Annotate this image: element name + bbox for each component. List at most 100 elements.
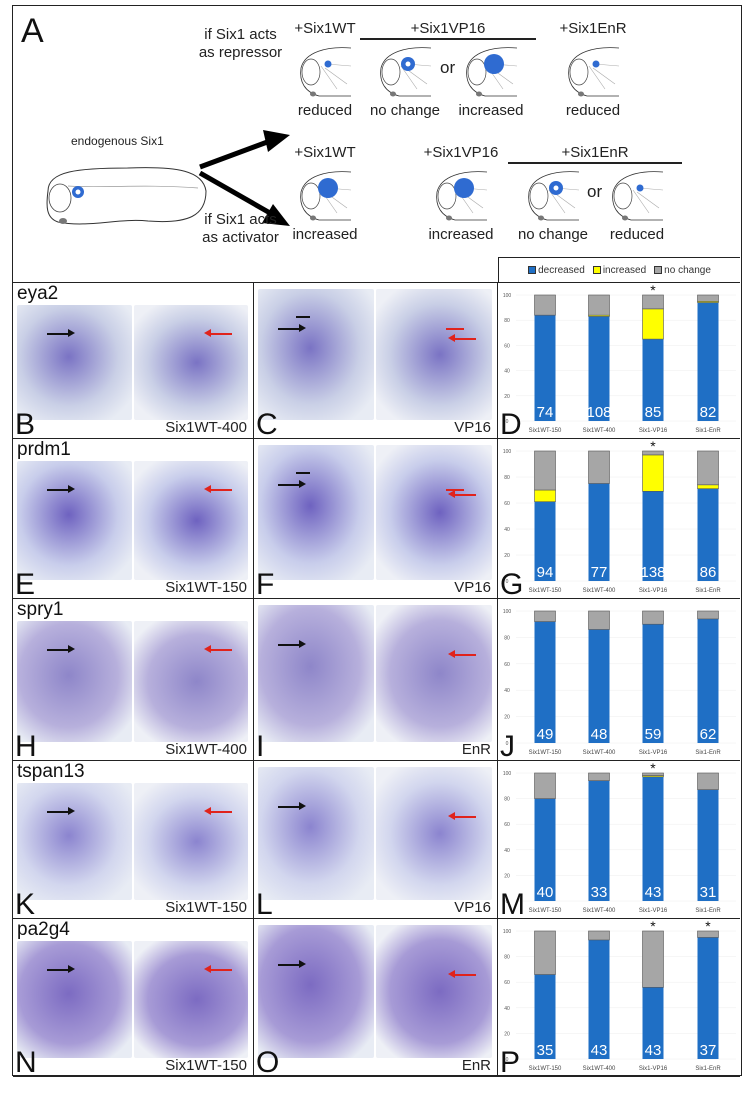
embryo-image-control-side — [17, 941, 132, 1058]
embryo-image-injected-side — [133, 941, 248, 1058]
embryo-image-control-side — [17, 621, 132, 742]
y-tick-label: 60 — [504, 980, 510, 986]
embryo-image-injected-side — [133, 783, 248, 900]
bar-segment-no-change — [697, 930, 719, 938]
condition-label: EnR — [461, 741, 491, 758]
bar-segment-decreased — [697, 789, 719, 901]
embryo-image-control-side — [17, 783, 132, 900]
panel-letter: B — [15, 408, 36, 439]
y-tick-label: 40 — [504, 527, 510, 533]
bar-segment-decreased — [588, 316, 610, 421]
y-tick-label: 100 — [503, 609, 512, 615]
y-tick-label: 80 — [504, 797, 510, 803]
category-label: Six1-VP16 — [639, 588, 668, 594]
embryo-head-illustration — [463, 44, 519, 104]
category-label: Six1-VP16 — [639, 750, 668, 756]
stacked-bar-chart: 0 20 40 60 80 100 40 Six1WT-150 33 Six1WT-400 43 Si… — [503, 761, 736, 914]
group-bracket-line — [508, 162, 682, 164]
prediction-label: increased — [292, 226, 358, 243]
panel-letter-a: A — [21, 12, 44, 50]
endogenous-label: endogenous Six1 — [71, 134, 164, 148]
embryo-image-injected-side — [133, 621, 248, 742]
panel-a-schematic: A endogenous Six1 if Six1 acts as repres… — [13, 6, 740, 283]
category-label: Six1-VP16 — [639, 1066, 668, 1072]
sample-size-label: 77 — [591, 564, 608, 581]
bar-segment-decreased — [588, 483, 610, 581]
sample-size-label: 74 — [537, 404, 554, 421]
bar-segment-decreased — [642, 624, 664, 743]
six1-expression-spot — [454, 178, 474, 198]
y-tick-label: 80 — [504, 635, 510, 641]
prediction-label: reduced — [297, 102, 353, 119]
construct-header: +Six1VP16 — [423, 144, 499, 161]
condition-label: Six1WT-150 — [165, 899, 247, 916]
panel-letter: E — [15, 568, 36, 599]
sample-size-label: 48 — [591, 726, 608, 743]
embryo-head-illustration — [565, 44, 621, 104]
legend-label: increased — [602, 265, 647, 276]
bar-segment-no-change — [534, 610, 556, 622]
category-label: Six1-EnR — [695, 428, 721, 434]
sample-size-label: 94 — [537, 564, 554, 581]
sample-size-label: 138 — [640, 564, 665, 581]
y-tick-label: 20 — [504, 873, 510, 879]
arrow-left-icon — [448, 491, 476, 497]
embryo-image-injected-side — [376, 605, 492, 742]
bar-segment-decreased — [534, 315, 556, 421]
prediction-label: reduced — [565, 102, 621, 119]
category-label: Six1WT-400 — [583, 908, 616, 914]
embryo-head-illustration — [297, 44, 353, 104]
category-label: Six1-EnR — [695, 1066, 721, 1072]
bar-segment-no-change — [697, 772, 719, 790]
embryo-head-illustration — [377, 44, 433, 104]
arrow-right-icon — [278, 481, 306, 487]
six1-expression-spot — [484, 54, 504, 74]
y-tick-label: 20 — [504, 1031, 510, 1037]
legend-swatch — [528, 266, 537, 275]
panel-m-chart: 0 20 40 60 80 100 40 Six1WT-150 33 Six1WT-400 43 Si… — [498, 761, 740, 918]
panel-k: tspan13 K Six1WT-150 — [13, 761, 254, 918]
six1-expression-spot — [324, 60, 332, 68]
sample-size-label: 33 — [591, 884, 608, 901]
activator-line-2: as activator — [202, 229, 279, 246]
arrow-up-right-icon — [199, 130, 290, 170]
category-label: Six1WT-400 — [583, 1066, 616, 1072]
or-label: or — [587, 182, 603, 201]
category-label: Six1WT-400 — [583, 428, 616, 434]
tadpole-embryo-illustration — [46, 167, 207, 225]
red-marker — [446, 328, 464, 330]
legend-no-change: no change — [654, 265, 711, 276]
category-label: Six1WT-400 — [583, 588, 616, 594]
arrow-left-icon — [204, 486, 232, 492]
bar-segment-no-change — [642, 294, 664, 310]
category-label: Six1-EnR — [695, 750, 721, 756]
arrow-left-icon — [204, 646, 232, 652]
prediction-label: no change — [369, 102, 441, 119]
embryo-image-injected-side — [376, 289, 492, 420]
sample-size-label: 85 — [645, 404, 662, 421]
bar-segment-no-change — [697, 294, 719, 302]
bar-segment-decreased — [534, 974, 556, 1059]
embryo-image-control-side — [258, 767, 374, 900]
category-label: Six1-EnR — [695, 908, 721, 914]
bar-segment-no-change — [588, 930, 610, 941]
category-label: Six1WT-400 — [583, 750, 616, 756]
y-tick-label: 40 — [504, 848, 510, 854]
condition-label: VP16 — [454, 579, 491, 596]
y-tick-label: 0 — [506, 899, 509, 905]
sample-size-label: 40 — [537, 884, 554, 901]
y-tick-label: 80 — [504, 955, 510, 961]
bar-segment-decreased — [534, 621, 556, 743]
bar-segment-decreased — [588, 629, 610, 743]
legend-increased: increased — [592, 265, 647, 276]
y-tick-label: 100 — [503, 449, 512, 455]
arrow-left-icon — [448, 651, 476, 657]
y-tick-label: 20 — [504, 394, 510, 400]
arrow-right-icon — [47, 808, 75, 814]
embryo-image-control-side — [17, 305, 132, 420]
embryo-image-injected-side — [376, 767, 492, 900]
panel-letter: I — [256, 730, 265, 761]
category-label: Six1WT-150 — [529, 588, 562, 594]
stacked-bar-chart: 0 20 40 60 80 100 35 Six1WT-150 43 Six1WT-400 43 Si… — [503, 919, 736, 1072]
panel-letter: F — [256, 568, 275, 599]
